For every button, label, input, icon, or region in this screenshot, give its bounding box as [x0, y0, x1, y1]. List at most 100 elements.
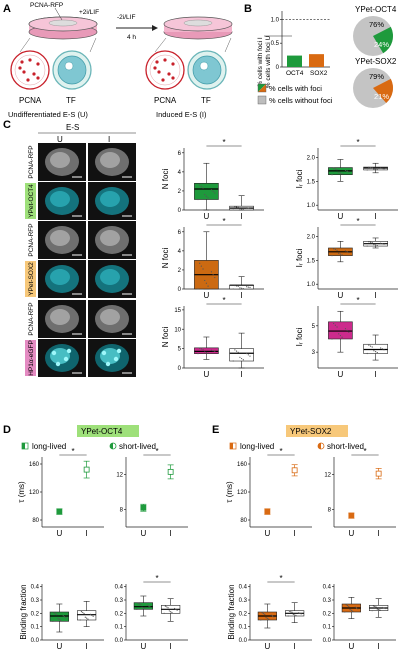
- d-bf-short-point-I: [163, 612, 165, 614]
- e-bf-long-point-U: [261, 612, 263, 614]
- c-plot-1-point-I: [375, 168, 377, 170]
- c-plot-3-point-I: [376, 245, 378, 247]
- tf-cell-right: [187, 50, 227, 90]
- c-plot-5-xlabel-U: U: [338, 370, 344, 379]
- e-bf-short-point-I: [381, 606, 384, 609]
- c-plot-4-point-U: [210, 349, 213, 351]
- c-plot-5-point-I: [381, 348, 383, 350]
- c-plot-1-point-I: [366, 169, 368, 171]
- d-bf-long-point-I: [86, 617, 88, 619]
- c-plot-4-point-U: [212, 350, 214, 352]
- d-bf-long-ytick-label: 0.3: [31, 598, 40, 604]
- c-plot-0-point-U: [199, 184, 201, 186]
- c-plot-3-point-I: [371, 242, 373, 244]
- d-bf-long-ytick-label: 0.0: [31, 638, 40, 644]
- es-label: E-S: [66, 123, 79, 132]
- d-bf-short-point-I: [170, 611, 172, 613]
- d-bf-long-point-U: [65, 617, 67, 619]
- c-plot-2-point-I: [235, 285, 238, 287]
- c-plot-5-point-I: [373, 350, 375, 352]
- e-short-tau-marker-U: [348, 512, 355, 519]
- c-plot-1-point-U: [331, 174, 333, 176]
- cell-label-pcna-i: PCNA: [154, 96, 177, 105]
- c-plot-2-point-U: [212, 274, 214, 276]
- e-bf-long-point-I: [290, 611, 292, 613]
- c-plot-4-point-I: [241, 357, 243, 360]
- cell-label-tf-i: TF: [201, 96, 211, 105]
- c-plot-3-point-U: [339, 253, 341, 255]
- e-bf-long-point-I: [294, 614, 296, 616]
- e-long-swatch-half: [233, 443, 236, 449]
- microscopy-grid: PCNA-RFP YPet-OCT4 PCNA-RFP YPet-SOX2 PCNA-R…: [25, 143, 136, 377]
- c-plot-2-point-U: [202, 268, 204, 270]
- c-plot-1-ytick-label: 2.0: [307, 156, 316, 162]
- d-long-swatch-half: [25, 443, 28, 449]
- c-plot-1-point-I: [373, 168, 375, 170]
- d-bf-long-point-U: [52, 620, 54, 622]
- bar-ytick-label: 0: [276, 65, 280, 71]
- e-bf-long-xlabel-I: I: [294, 642, 296, 651]
- e-short-tau-sig-star: *: [363, 447, 366, 456]
- bar-ytick-label: 1.0: [271, 17, 280, 23]
- c-plot-4-point-I: [232, 360, 234, 362]
- e-bf-short-xlabel-U: U: [348, 642, 354, 651]
- cell-label-pcna-u: PCNA: [19, 96, 42, 105]
- c-plot-2-point-I: [242, 288, 244, 290]
- d-bf-long-xlabel-I: I: [86, 642, 88, 651]
- c-plot-3-ytick-label: 2.0: [307, 235, 316, 241]
- tf-cell-left: [52, 50, 92, 90]
- c-plot-3-xlabel-U: U: [338, 291, 344, 300]
- c-plot-4-ylabel: N foci: [161, 327, 170, 348]
- d-long-label: long-lived: [32, 442, 66, 451]
- c-plot-3-point-U: [344, 250, 347, 252]
- d-bf-short-point-U: [136, 608, 138, 610]
- e-bf-short-point-U: [355, 607, 358, 609]
- e-bf-long-point-U: [264, 613, 266, 616]
- c-plot-0-point-U: [204, 194, 206, 196]
- d-long-tau-ytick-label: 160: [29, 462, 40, 468]
- e-bf-long-point-U: [262, 613, 265, 615]
- c-plot-1-point-U: [344, 169, 347, 172]
- c-plot-2-point-I: [232, 288, 234, 290]
- c-plot-2-xlabel-I: I: [240, 291, 242, 300]
- c-plot-5-box-U: [328, 321, 353, 340]
- e-bf-long-point-I: [299, 612, 301, 614]
- nucleus-highlight: [50, 269, 70, 285]
- pcna-focus-dot: [20, 60, 24, 64]
- e-bf-long-point-I: [291, 611, 293, 613]
- panel-c-letter: C: [3, 119, 11, 131]
- pcna-focus-dot: [157, 70, 161, 74]
- e-bf-long-point-U: [265, 617, 267, 619]
- c-plot-4-ytick-label: 5: [178, 347, 182, 353]
- e-short-tau-xlabel-U: U: [348, 529, 354, 538]
- c-plot-4-point-U: [202, 348, 204, 351]
- d-short-tau-marker-U: [140, 504, 147, 511]
- c-plot-1-xlabel-U: U: [338, 212, 344, 221]
- row-label: PCNA-RFP: [28, 302, 35, 335]
- c-plot-0-ytick-label: 2: [178, 189, 182, 195]
- e-bf-short-point-U: [348, 605, 350, 608]
- media-label: +2i/LIF: [79, 9, 99, 16]
- c-plot-5-point-U: [338, 333, 340, 335]
- e-bf-long-xlabel-U: U: [264, 642, 270, 651]
- panel-b: B % cells with foci I % cells with foci …: [244, 3, 397, 108]
- c-plot-5-box-I: [363, 343, 388, 354]
- c-plot-5-point-I: [369, 345, 372, 347]
- c-plot-0-point-U: [212, 190, 214, 192]
- cell-colony-icon: [48, 19, 78, 27]
- d-bf-long-point-I: [83, 612, 85, 615]
- c-plot-1-ytick-label: 1.0: [307, 203, 316, 209]
- pcna-focus-dot: [171, 62, 175, 66]
- d-bf-short-point-I: [176, 609, 178, 611]
- d-bf-short-point-U: [142, 607, 144, 609]
- e-bf-short-point-I: [383, 607, 385, 609]
- c-plot-3-point-U: [341, 254, 343, 256]
- nucleus-highlight: [100, 152, 120, 168]
- e-long-tau-ytick-label: 120: [237, 490, 248, 496]
- c-plot-4-ytick-label: 15: [174, 308, 181, 314]
- d-bf-long-point-U: [54, 613, 57, 615]
- panel-c-boxplots: 0 2 4 6 N foci U I * 1.0 1.5 2.0 Iᵣ foci U I * 0 2 4 6 N fo…: [161, 138, 398, 379]
- d-bf-short-point-I: [164, 605, 167, 607]
- panel-a-letter: A: [3, 3, 11, 15]
- pcna-focus-dot: [153, 66, 157, 70]
